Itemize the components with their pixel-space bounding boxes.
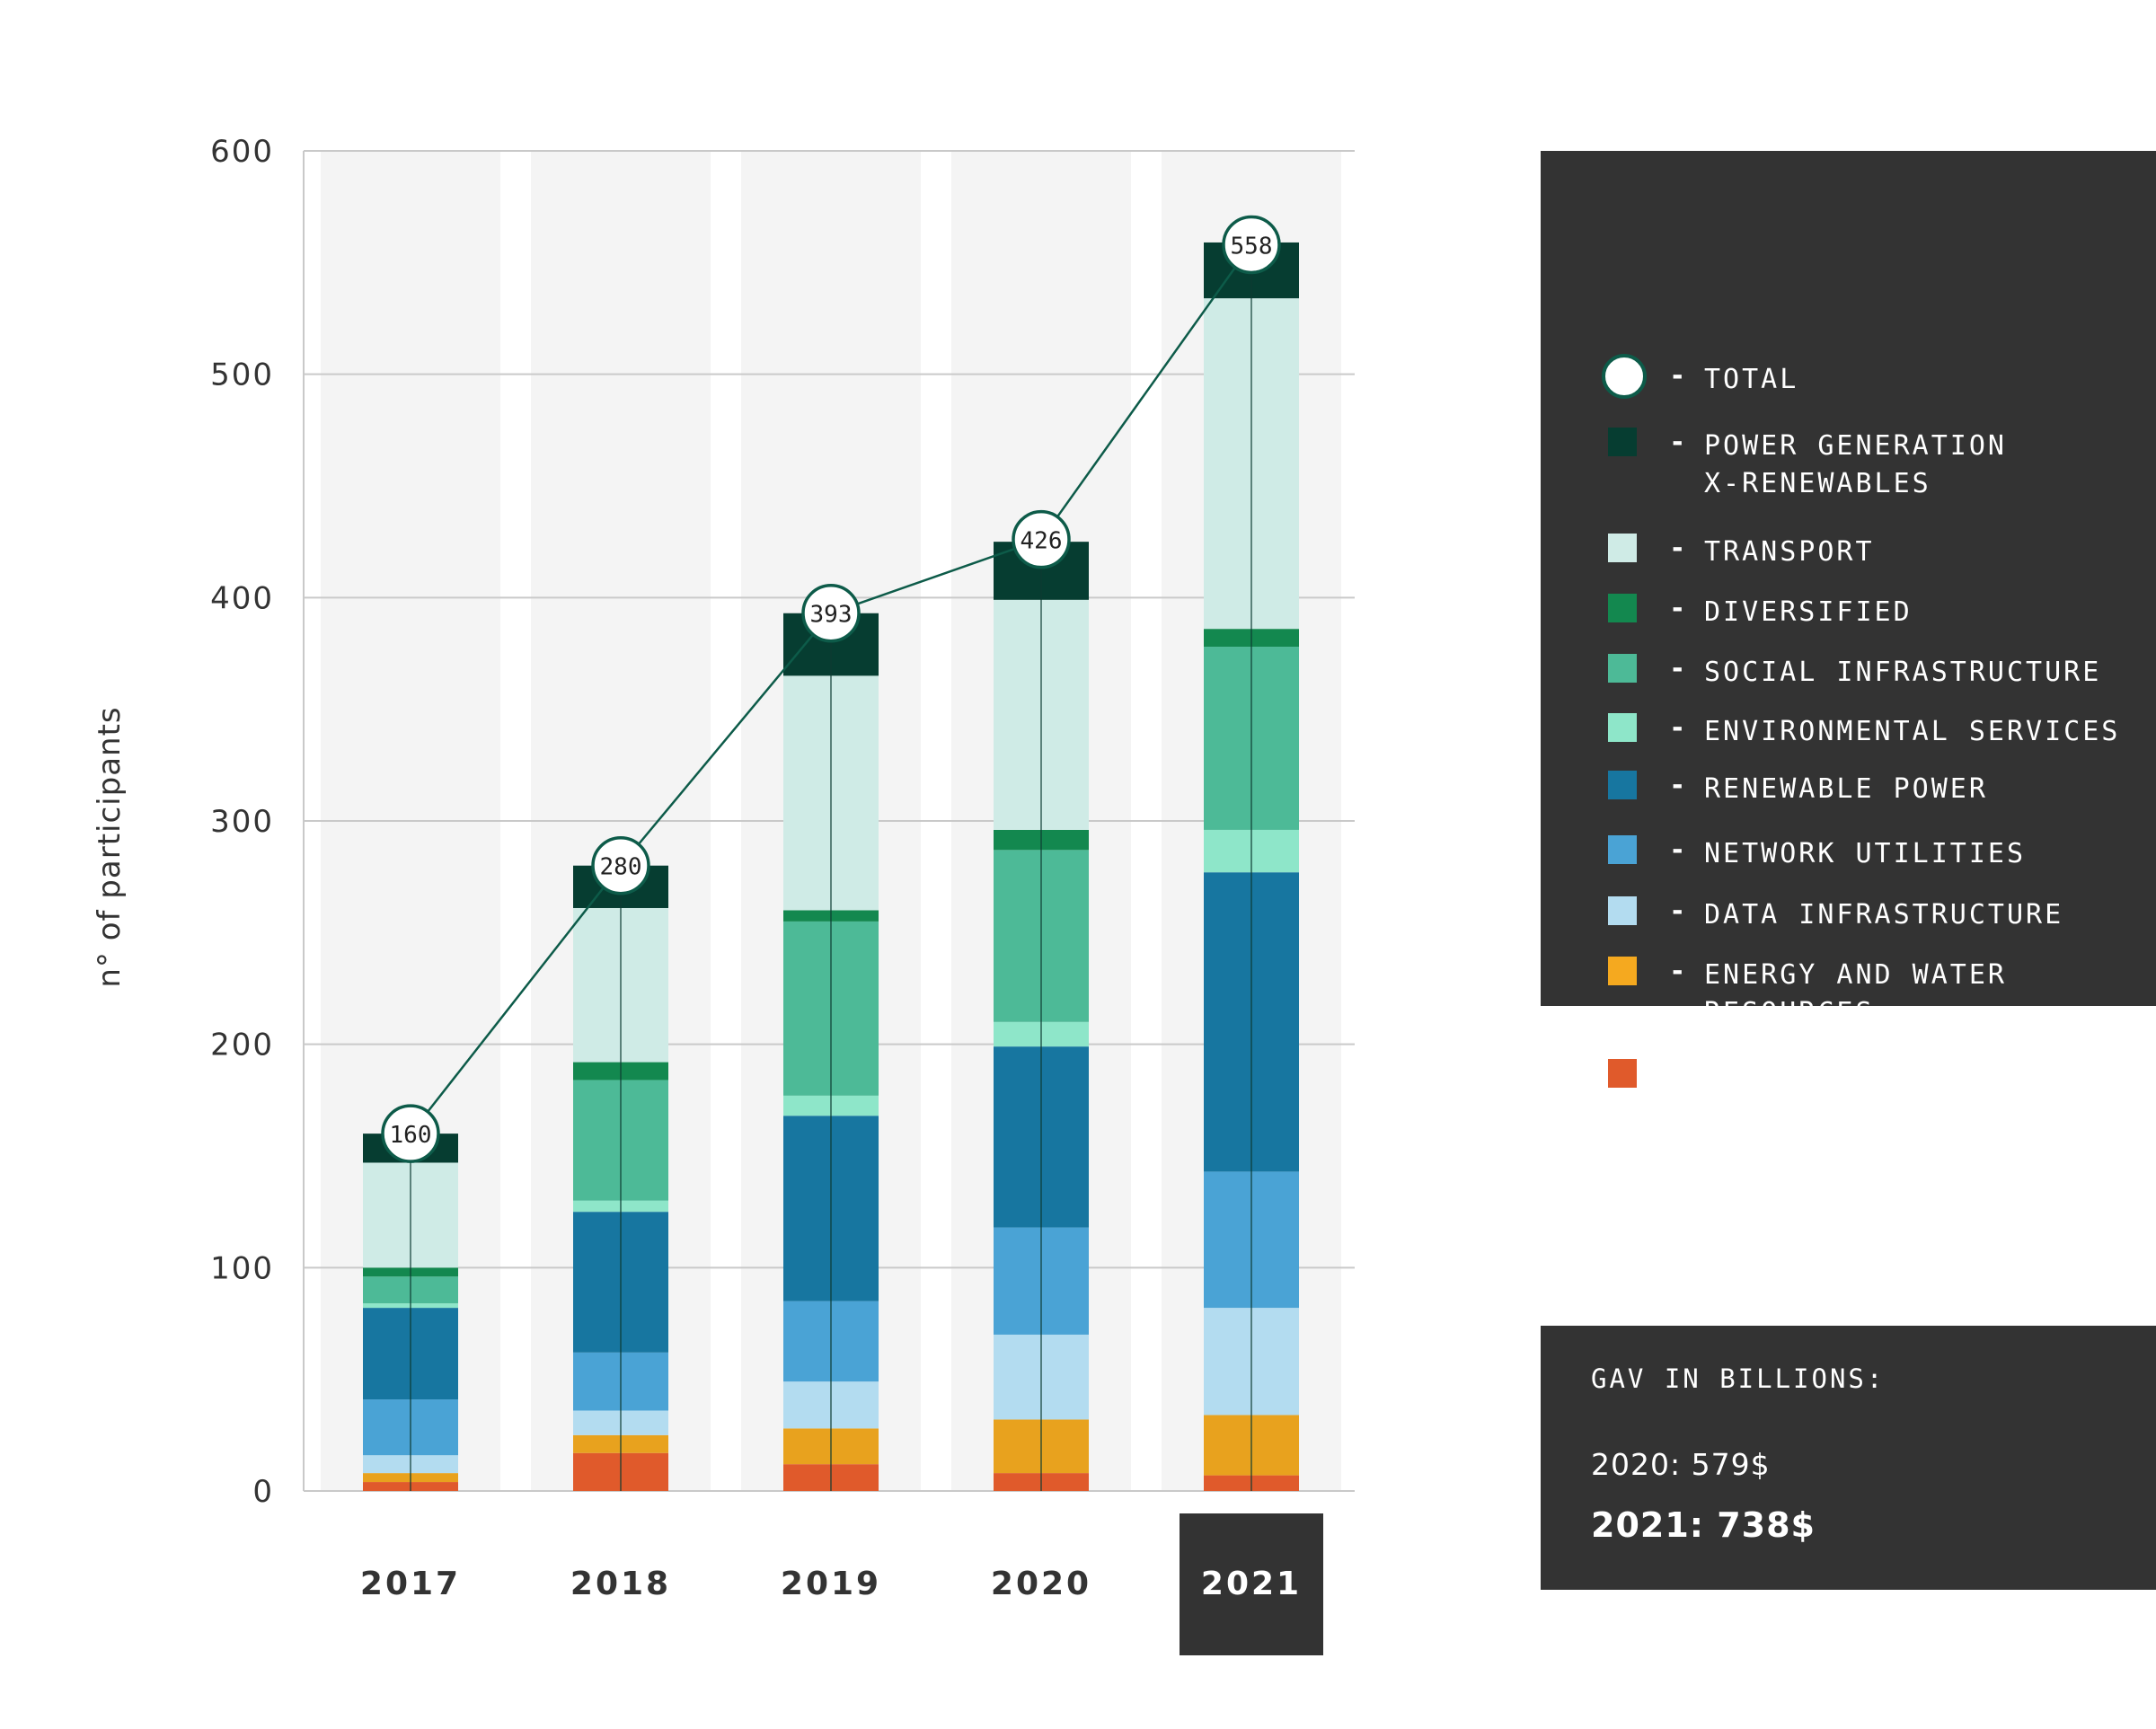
legend-label: Network utilities: [1704, 838, 2027, 869]
y-tick-label: 200: [210, 1028, 274, 1063]
x-tick-label: 2021: [1201, 1566, 1302, 1602]
y-tick-label: 0: [252, 1474, 274, 1510]
total-marker: [1222, 215, 1281, 275]
total-marker: [1012, 509, 1071, 569]
legend-panel: - Total - Power generation x-renewables …: [1541, 151, 2156, 1093]
legend-swatch-power-generation: [1608, 428, 1637, 456]
total-marker: [591, 835, 650, 895]
total-label: 426: [1021, 528, 1063, 555]
y-tick-label: 600: [210, 134, 274, 170]
bar-center-lines: [410, 244, 1252, 1491]
legend-swatch-data-infrastructure: [1608, 896, 1637, 925]
y-tick-label: 500: [210, 357, 274, 393]
legend-dash: -: [1672, 360, 1683, 392]
legend-dash: -: [1672, 770, 1683, 801]
legend-label: Energy and water resources: [1704, 959, 2007, 1028]
legend-dash: -: [1672, 956, 1683, 987]
legend-dash: -: [1672, 427, 1683, 458]
total-label: 160: [390, 1122, 432, 1149]
legend-dash: -: [1672, 834, 1683, 866]
legend-label: Power generation x-renewables: [1704, 430, 2007, 499]
x-tick-label: 2020: [991, 1566, 1091, 1602]
x-tick-label: 2018: [570, 1566, 671, 1602]
total-marker: [801, 583, 861, 643]
total-marker: [381, 1104, 440, 1163]
x-tick-label: 2019: [781, 1566, 881, 1602]
x-axis-ticks: 2017 2018 2019 2020 2021: [360, 1513, 1323, 1655]
legend-dash: -: [1672, 1058, 1683, 1089]
legend-dash: -: [1672, 895, 1683, 927]
x-tick-label: 2017: [360, 1566, 461, 1602]
gav-title: GAV in billions:: [1591, 1363, 1886, 1394]
total-label: 393: [810, 602, 853, 629]
legend-dash: -: [1672, 533, 1683, 564]
legend-dash: -: [1672, 653, 1683, 684]
legend-swatch-energy-water: [1608, 957, 1637, 985]
legend-swatch-diversified: [1608, 594, 1637, 622]
legend-label: Total: [1704, 364, 1799, 395]
y-tick-label: 400: [210, 580, 274, 616]
legend-label: Other: [1704, 1062, 1799, 1093]
total-label: 280: [600, 854, 642, 881]
legend-swatch-environmental-services: [1608, 713, 1637, 742]
legend-swatch-social-infrastructure: [1608, 654, 1637, 683]
legend-label: Environmental services: [1704, 716, 2121, 747]
legend-dash: -: [1672, 593, 1683, 624]
legend-swatch-network-utilities: [1608, 835, 1637, 864]
gav-panel: GAV in billions: 2020: 579$ 2021: 738$: [1541, 1326, 2156, 1590]
y-axis-label: n° of participants: [92, 706, 128, 987]
gav-2021-value: 2021: 738$: [1591, 1505, 1816, 1545]
total-label: 558: [1231, 233, 1273, 260]
x-tick-highlight: [1180, 1513, 1323, 1655]
total-markers: 160 280 393 426 558: [381, 215, 1281, 1163]
legend-swatch-renewable-power: [1608, 771, 1637, 799]
legend-dash: -: [1672, 712, 1683, 744]
legend-label: Data infrastructure: [1704, 899, 2064, 931]
y-tick-label: 300: [210, 804, 274, 840]
legend-swatch-transport: [1608, 534, 1637, 562]
legend-label: Renewable power: [1704, 773, 1988, 805]
y-tick-label: 100: [210, 1250, 274, 1286]
y-axis-ticks: 0 100 200 300 400 500 600: [210, 134, 274, 1510]
legend-label: Social infrastructure: [1704, 657, 2102, 688]
legend-swatch-total: [1602, 354, 1647, 399]
legend-label: Diversified: [1704, 596, 1913, 628]
gav-2020-value: 2020: 579$: [1591, 1447, 1771, 1482]
bars: [363, 242, 1299, 1491]
legend-label: Transport: [1704, 536, 1875, 568]
legend-swatch-other: [1608, 1059, 1637, 1088]
